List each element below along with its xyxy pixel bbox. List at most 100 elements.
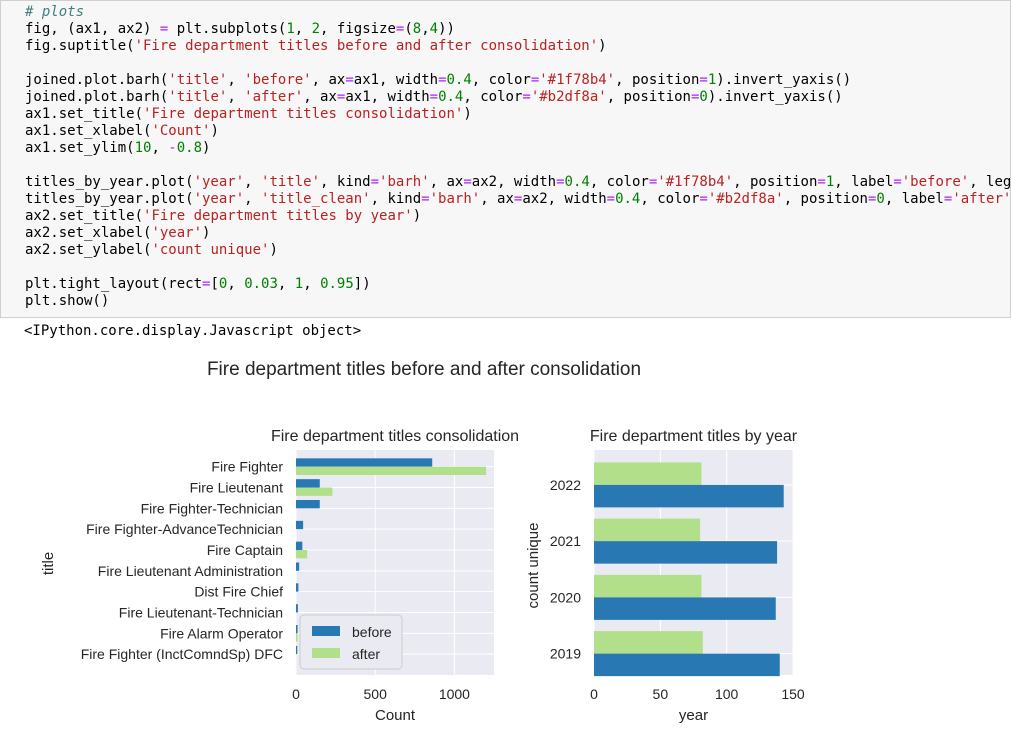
- code-token: 'Fire department titles before and after…: [134, 38, 599, 54]
- code-line: titles_by_year.plot('year', 'title', kin…: [25, 174, 1011, 191]
- code-token: =: [429, 89, 439, 105]
- code-token: 'after': [952, 191, 1011, 207]
- code-token: =: [463, 174, 472, 190]
- code-token: 'title': [261, 174, 321, 190]
- chart-titles-by-year: 0 50 100 150 2022 2021 2020 2019 Fire department…: [525, 428, 805, 724]
- code-token: ax1, width: [353, 72, 439, 88]
- code-token: =: [556, 174, 565, 190]
- y-tick-label: 2021: [550, 533, 581, 549]
- code-editor[interactable]: # plots fig, (ax1, ax2) = plt.subplots(1,…: [25, 4, 1011, 310]
- bar-before: [594, 484, 784, 508]
- code-token: ): [202, 140, 211, 156]
- code-token: 'barh': [429, 191, 481, 207]
- code-token: 'title_clean': [261, 191, 371, 207]
- code-token: '#1f78b4': [657, 174, 734, 190]
- code-token: ).invert_yaxis(): [707, 89, 843, 105]
- code-token: ax1.set_xlabel(: [25, 123, 152, 139]
- code-line: joined.plot.barh('title', 'before', ax=a…: [25, 72, 1010, 89]
- code-token: [: [210, 276, 219, 292]
- code-token: ,: [244, 191, 262, 207]
- code-token: 0.4: [615, 191, 641, 207]
- code-token: ,: [244, 174, 262, 190]
- y-tick-label: Fire Lieutenant Administration: [98, 563, 283, 579]
- code-token: 'before': [901, 174, 970, 190]
- bar-before: [296, 458, 433, 467]
- bar-after: [594, 518, 701, 542]
- code-token: =: [513, 191, 523, 207]
- output-text: <IPython.core.display.Javascript object>: [24, 323, 362, 339]
- code-line: ax2.set_title('Fire department titles by…: [25, 208, 1010, 225]
- code-line: ax1.set_xlabel('Count'): [25, 123, 1010, 140]
- y-tick-label: Fire Lieutenant: [190, 480, 284, 496]
- code-token: 0: [218, 276, 228, 292]
- code-token: ,: [421, 21, 430, 37]
- bar-after: [296, 550, 308, 559]
- code-token: =: [345, 72, 354, 88]
- code-token: )): [438, 21, 455, 37]
- code-token: # plots: [25, 4, 85, 20]
- code-token: 0.8: [176, 140, 203, 156]
- code-token: 10: [134, 140, 152, 156]
- x-tick-label: 1000: [439, 686, 470, 702]
- x-axis-label: Count: [375, 707, 416, 724]
- legend-swatch-before: [312, 626, 340, 636]
- code-token: =: [690, 89, 700, 105]
- code-token: , leg: [969, 174, 1011, 190]
- code-token: 'count unique': [151, 242, 270, 258]
- code-token: =: [893, 174, 902, 190]
- bar-before: [296, 625, 298, 634]
- code-token: plt.tight_layout(rect: [25, 276, 203, 292]
- code-token: ): [202, 225, 211, 241]
- code-token: 0.4: [438, 89, 464, 105]
- code-token: ,: [303, 276, 321, 292]
- code-token: 'Count': [151, 123, 211, 139]
- code-token: =: [699, 191, 708, 207]
- chart-title: Fire department titles consolidation: [271, 428, 519, 445]
- code-token: =: [522, 89, 531, 105]
- code-token: ,: [294, 21, 312, 37]
- code-token: 'title': [168, 89, 228, 105]
- x-axis-label: year: [679, 707, 708, 724]
- x-tick-label: 100: [715, 686, 739, 702]
- code-token: 1: [707, 72, 717, 88]
- code-token: ax1.set_title(: [25, 106, 144, 122]
- code-token: , kind: [320, 174, 371, 190]
- code-token: =: [530, 72, 540, 88]
- code-token: =: [159, 21, 169, 37]
- code-token: 0.95: [320, 276, 354, 292]
- code-token: ,: [227, 276, 245, 292]
- code-token: 'before': [244, 72, 312, 88]
- x-tick-label: 0: [590, 686, 598, 702]
- bar-before: [594, 653, 780, 677]
- code-token: -: [168, 140, 177, 156]
- code-token: 'year': [193, 191, 245, 207]
- code-token: ): [598, 38, 607, 54]
- code-token: 0.03: [244, 276, 278, 292]
- code-token: (: [404, 21, 413, 37]
- code-token: ax2, width: [522, 191, 607, 207]
- code-token: ,: [227, 89, 245, 105]
- code-token: =: [438, 72, 447, 88]
- code-token: =: [867, 191, 877, 207]
- y-tick-label: Fire Fighter-Technician: [141, 500, 283, 516]
- code-token: 2: [311, 21, 321, 37]
- code-line: # plots: [25, 4, 1010, 21]
- legend-swatch-after: [312, 648, 340, 658]
- code-token: 'barh': [379, 174, 430, 190]
- bar-before: [296, 604, 298, 613]
- code-token: 0: [699, 89, 708, 105]
- code-token: =: [395, 21, 405, 37]
- code-cell[interactable]: # plots fig, (ax1, ax2) = plt.subplots(1,…: [0, 0, 1011, 318]
- code-line: ax2.set_ylabel('count unique'): [25, 242, 1010, 259]
- code-token: '#1f78b4': [539, 72, 616, 88]
- code-token: ax2.set_ylabel(: [25, 242, 152, 258]
- y-tick-label: Fire Fighter (InctComndSp) DFC: [81, 646, 283, 662]
- code-token: =: [817, 174, 826, 190]
- code-token: , position: [606, 89, 691, 105]
- code-token: 'after': [244, 89, 304, 105]
- code-token: ): [210, 123, 219, 139]
- y-axis-label: title: [40, 552, 57, 575]
- y-tick-label: 2022: [550, 477, 581, 493]
- code-token: =: [699, 72, 708, 88]
- code-token: 'Fire department titles by year': [143, 208, 413, 224]
